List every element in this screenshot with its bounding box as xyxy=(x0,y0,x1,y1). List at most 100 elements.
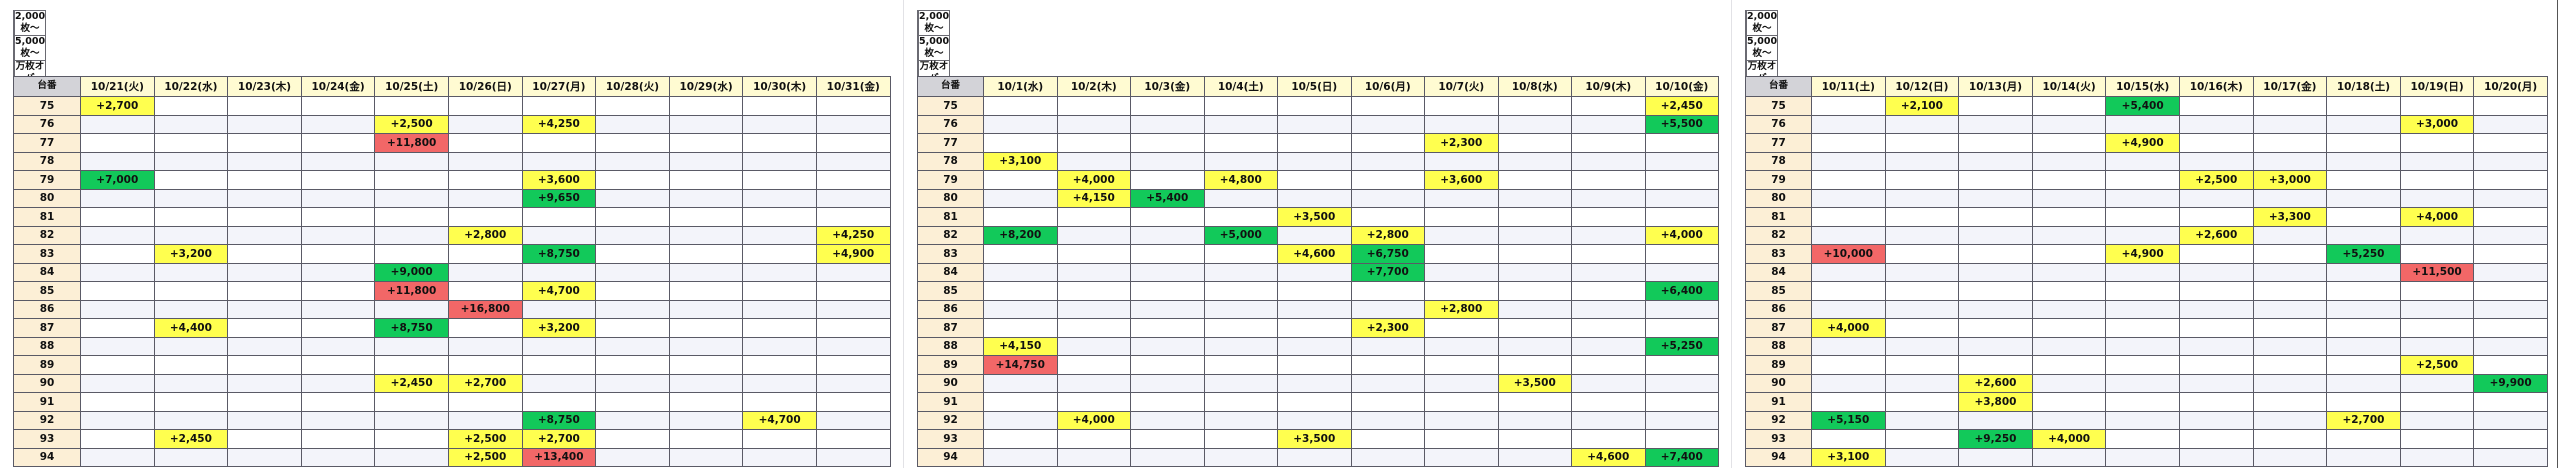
payout-cell: +4,250 xyxy=(521,114,597,134)
payout-value: +3,200 xyxy=(537,321,580,334)
payout-cell: +2,300 xyxy=(1350,318,1425,338)
date-header-cell: 10/26(日) xyxy=(447,76,523,97)
empty-cell xyxy=(2473,225,2548,245)
machine-number: 94 xyxy=(1771,451,1786,464)
empty-cell xyxy=(815,336,891,356)
payout-value: +3,100 xyxy=(1827,451,1870,464)
date-header-cell: 10/3(金) xyxy=(1130,76,1205,97)
legend-label-cell: 2,000枚～ xyxy=(917,10,951,36)
empty-cell xyxy=(227,151,302,171)
empty-cell xyxy=(1277,281,1352,301)
empty-cell xyxy=(2473,410,2548,430)
empty-cell xyxy=(1350,355,1425,375)
empty-cell xyxy=(227,262,302,282)
empty-cell xyxy=(1350,151,1425,171)
empty-cell xyxy=(1811,170,1886,190)
empty-cell xyxy=(1350,188,1425,208)
machine-number: 81 xyxy=(943,210,958,223)
payout-value: +7,000 xyxy=(96,173,139,186)
payout-cell: +4,000 xyxy=(1811,318,1886,338)
empty-cell xyxy=(1958,318,2033,338)
machine-number: 88 xyxy=(1771,340,1786,353)
machine-number: 86 xyxy=(39,303,55,316)
legend-row: 5,000枚～ xyxy=(1745,35,1779,61)
machine-number-cell: 78 xyxy=(1745,151,1812,171)
date-header: 10/15(水) xyxy=(2116,80,2170,93)
machine-number: 91 xyxy=(39,395,55,408)
empty-cell xyxy=(2326,207,2401,227)
empty-cell xyxy=(2399,392,2475,412)
empty-cell xyxy=(1958,244,2033,264)
empty-cell xyxy=(153,225,229,245)
empty-cell xyxy=(521,392,597,412)
empty-cell xyxy=(227,114,302,134)
machine-number-cell: 80 xyxy=(13,188,81,208)
empty-cell xyxy=(1884,262,1960,282)
payout-value: +3,500 xyxy=(1293,432,1336,445)
date-header-cell: 10/4(土) xyxy=(1203,76,1278,97)
payout-cell: +3,000 xyxy=(2252,170,2328,190)
empty-cell xyxy=(1424,281,1499,301)
empty-cell xyxy=(1203,262,1278,282)
empty-cell xyxy=(374,96,449,116)
table-row: 91 +3,800 xyxy=(1745,392,2548,412)
empty-cell xyxy=(742,392,817,412)
empty-cell xyxy=(227,429,302,449)
payout-cell: +3,800 xyxy=(1958,392,2033,412)
empty-cell xyxy=(742,355,817,375)
table-row: 75 +2,700 xyxy=(13,96,891,116)
machine-number-cell: 92 xyxy=(13,410,81,430)
machine-number: 88 xyxy=(943,340,958,353)
payout-value: +2,450 xyxy=(1660,99,1703,112)
machine-number-cell: 87 xyxy=(13,318,81,338)
payout-value: +6,400 xyxy=(1660,284,1703,297)
empty-cell xyxy=(595,96,670,116)
empty-cell xyxy=(300,114,376,134)
empty-cell xyxy=(595,225,670,245)
empty-cell xyxy=(153,188,229,208)
empty-cell xyxy=(1056,96,1131,116)
empty-cell xyxy=(815,133,891,153)
date-header-cell: 10/1(水) xyxy=(983,76,1058,97)
empty-cell xyxy=(300,225,376,245)
payout-cell: +3,500 xyxy=(1497,373,1572,393)
empty-cell xyxy=(742,133,817,153)
empty-cell xyxy=(153,373,229,393)
empty-cell xyxy=(2178,207,2254,227)
empty-cell xyxy=(2326,355,2401,375)
table-row: 91 xyxy=(917,392,1719,412)
legend-label: 2,000枚～ xyxy=(919,11,950,34)
empty-cell xyxy=(2031,281,2107,301)
empty-cell xyxy=(668,392,744,412)
empty-cell xyxy=(1811,336,1886,356)
empty-cell xyxy=(1203,373,1278,393)
table-row: 81 xyxy=(13,207,891,227)
empty-cell xyxy=(2473,447,2548,467)
machine-number: 87 xyxy=(1771,321,1786,334)
payout-value: +2,800 xyxy=(1366,229,1409,242)
empty-cell xyxy=(1056,207,1131,227)
empty-cell xyxy=(1130,225,1205,245)
empty-cell xyxy=(815,318,891,338)
empty-cell xyxy=(1203,188,1278,208)
payout-cell: +3,200 xyxy=(521,318,597,338)
date-header-cell: 10/24(金) xyxy=(300,76,376,97)
empty-cell xyxy=(1203,336,1278,356)
table-row: 90 +2,600 +9,900 xyxy=(1745,373,2548,393)
empty-cell xyxy=(374,410,449,430)
empty-cell xyxy=(521,262,597,282)
empty-cell xyxy=(1424,262,1499,282)
empty-cell xyxy=(1958,281,2033,301)
empty-cell xyxy=(742,262,817,282)
date-header: 10/25(土) xyxy=(385,80,439,93)
payout-cell: +2,500 xyxy=(374,114,449,134)
date-header-cell: 10/30(木) xyxy=(742,76,817,97)
date-header: 10/4(土) xyxy=(1217,80,1264,93)
empty-cell xyxy=(2326,447,2401,467)
empty-cell xyxy=(2031,96,2107,116)
empty-cell xyxy=(668,318,744,338)
empty-cell xyxy=(374,392,449,412)
machine-number: 90 xyxy=(943,377,958,390)
empty-cell xyxy=(1497,262,1572,282)
empty-cell xyxy=(2031,170,2107,190)
